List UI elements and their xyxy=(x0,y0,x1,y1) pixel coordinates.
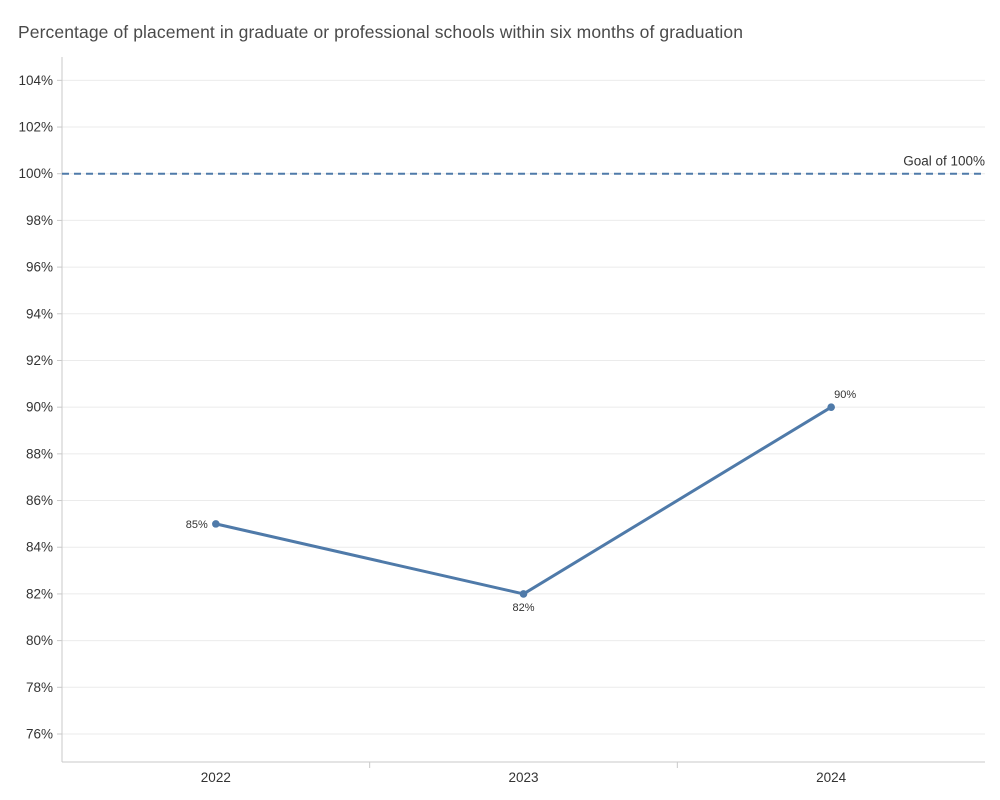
y-tick-label: 88% xyxy=(26,446,53,461)
x-axis-label: 2023 xyxy=(508,770,538,785)
y-tick-label: 102% xyxy=(18,120,53,135)
y-tick-label: 78% xyxy=(26,680,53,695)
x-axis-label: 2024 xyxy=(816,770,847,785)
y-tick-label: 94% xyxy=(26,306,53,321)
point-value-label: 90% xyxy=(834,389,856,401)
y-tick-label: 86% xyxy=(26,493,53,508)
data-point[interactable] xyxy=(519,590,528,598)
y-tick-label: 90% xyxy=(26,400,53,415)
y-tick-label: 80% xyxy=(26,633,53,648)
x-axis-label: 2022 xyxy=(201,770,231,785)
y-tick-label: 84% xyxy=(26,540,53,555)
y-tick-label: 104% xyxy=(18,73,53,88)
data-point[interactable] xyxy=(827,403,835,411)
point-value-label: 85% xyxy=(186,519,208,531)
y-tick-label: 98% xyxy=(26,213,53,228)
point-value-label: 82% xyxy=(512,602,534,614)
data-point[interactable] xyxy=(212,520,220,528)
y-tick-label: 82% xyxy=(26,586,53,601)
y-tick-label: 100% xyxy=(18,166,53,181)
chart-title: Percentage of placement in graduate or p… xyxy=(18,22,744,42)
goal-line-label: Goal of 100% xyxy=(903,154,985,169)
y-tick-label: 92% xyxy=(26,353,53,368)
y-tick-label: 96% xyxy=(26,260,53,275)
y-tick-label: 76% xyxy=(26,726,53,741)
